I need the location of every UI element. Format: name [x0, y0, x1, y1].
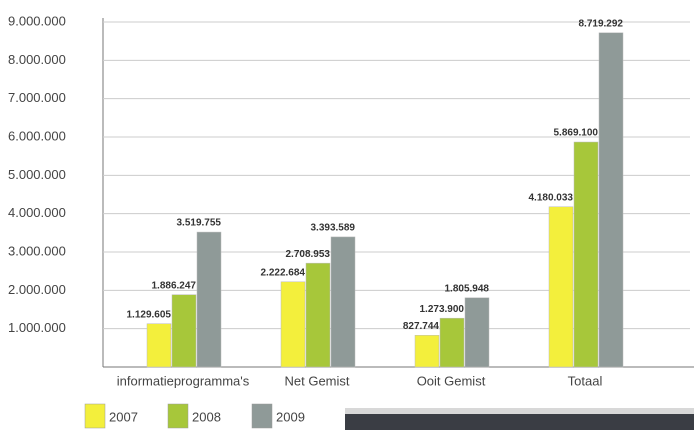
y-tick-label: 4.000.000	[8, 205, 66, 220]
legend-swatch	[251, 403, 273, 429]
value-label: 8.719.292	[579, 18, 624, 29]
legend-label: 2008	[192, 409, 221, 424]
screenshot-fragment-bar	[345, 408, 694, 414]
bar	[146, 323, 172, 368]
value-label: 2.708.953	[286, 249, 331, 260]
bar	[464, 297, 490, 368]
y-tick-label: 2.000.000	[8, 282, 66, 297]
y-tick-label: 3.000.000	[8, 243, 66, 258]
value-label: 5.869.100	[554, 128, 599, 139]
value-label: 827.744	[403, 321, 440, 332]
value-label: 1.886.247	[152, 280, 197, 291]
value-label: 3.393.589	[311, 223, 356, 234]
y-tick-label: 1.000.000	[8, 320, 66, 335]
x-tick-label: informatieprogramma's	[117, 373, 250, 388]
bar	[598, 32, 624, 368]
value-label: 3.519.755	[177, 218, 222, 229]
bar	[305, 262, 331, 368]
value-label: 1.805.948	[445, 283, 490, 294]
legend-label: 2007	[109, 409, 138, 424]
bar	[573, 141, 599, 368]
bar	[196, 231, 222, 368]
value-label: 1.129.605	[127, 309, 172, 320]
value-label: 1.273.900	[420, 304, 465, 315]
legend-swatch	[84, 403, 106, 429]
legend-swatch	[167, 403, 189, 429]
y-tick-label: 8.000.000	[8, 52, 66, 67]
bar	[414, 335, 440, 368]
bar	[171, 294, 197, 368]
value-label: 4.180.033	[529, 192, 574, 203]
y-tick-label: 5.000.000	[8, 167, 66, 182]
x-tick-label: Net Gemist	[284, 373, 349, 388]
bar	[330, 236, 356, 368]
x-tick-label: Totaal	[568, 373, 603, 388]
bar	[439, 317, 465, 368]
y-tick-label: 9.000.000	[8, 13, 66, 28]
y-tick-label: 6.000.000	[8, 128, 66, 143]
bar	[548, 206, 574, 368]
x-tick-label: Ooit Gemist	[417, 373, 486, 388]
value-label: 2.222.684	[261, 267, 306, 278]
y-tick-label: 7.000.000	[8, 90, 66, 105]
legend-label: 2009	[276, 409, 305, 424]
bar	[280, 281, 306, 368]
